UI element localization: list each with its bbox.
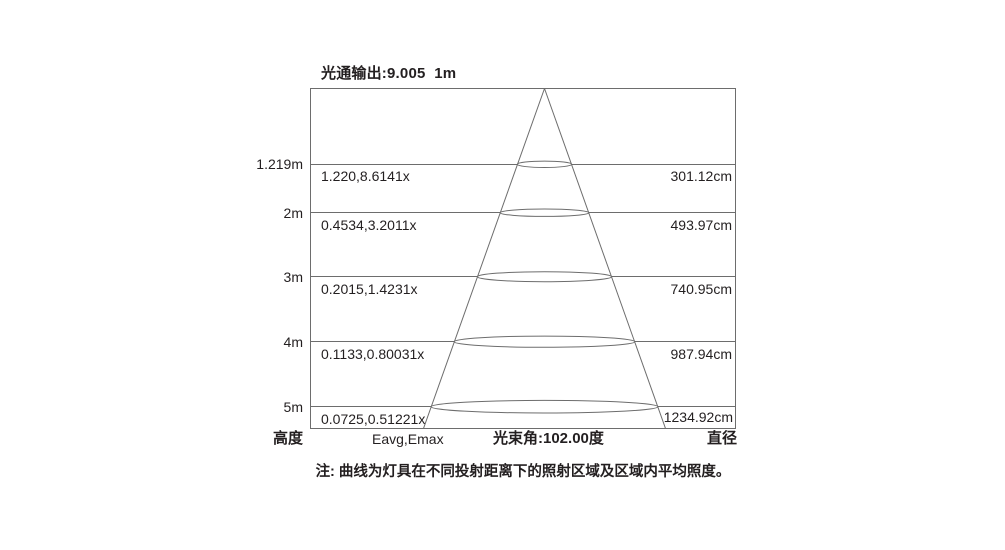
y-axis-label-4m: 4m xyxy=(283,334,303,350)
diameter-value-5m: 1234.92cm xyxy=(663,409,733,425)
eavg-emax-value-2m: 0.4534,3.2011x xyxy=(321,217,417,233)
y-axis-label-1219m: 1.219m xyxy=(256,156,303,172)
beam-edge-left xyxy=(422,88,545,429)
chart-title: 光通输出:9.005 1m xyxy=(321,65,457,82)
diameter-value-3m: 740.95cm xyxy=(670,281,732,297)
eavg-emax-value-1219m: 1.220,8.6141x xyxy=(321,168,410,184)
beam-edge-right xyxy=(544,88,667,429)
beam-ellipse-1219m xyxy=(516,160,573,169)
y-axis-label-5m: 5m xyxy=(283,399,303,415)
beam-ellipse-2m xyxy=(499,208,590,217)
footnote: 注: 曲线为灯具在不同投射距离下的照射区域及区域内平均照度。 xyxy=(315,464,731,480)
diameter-value-4m: 987.94cm xyxy=(670,346,732,362)
beam-angle-label: 光束角:102.00度 xyxy=(493,430,604,447)
diameter-value-1219m: 301.12cm xyxy=(670,168,732,184)
eavg-emax-value-3m: 0.2015,1.4231x xyxy=(321,281,418,297)
height-axis-title: 高度 xyxy=(272,430,303,447)
diameter-axis-title: 直径 xyxy=(706,430,737,447)
eavg-emax-axis-title: Eavg,Emax xyxy=(372,431,444,447)
eavg-emax-value-5m: 0.0725,0.51221x xyxy=(321,411,426,427)
y-axis-label-2m: 2m xyxy=(283,205,303,221)
beam-ellipse-3m xyxy=(476,271,613,283)
plot-border xyxy=(310,88,736,429)
diameter-value-2m: 493.97cm xyxy=(670,217,732,233)
beam-ellipse-4m xyxy=(453,335,636,348)
cone-plot xyxy=(310,88,736,429)
eavg-emax-value-4m: 0.1133,0.80031x xyxy=(321,346,425,362)
y-axis-label-3m: 3m xyxy=(283,269,303,285)
